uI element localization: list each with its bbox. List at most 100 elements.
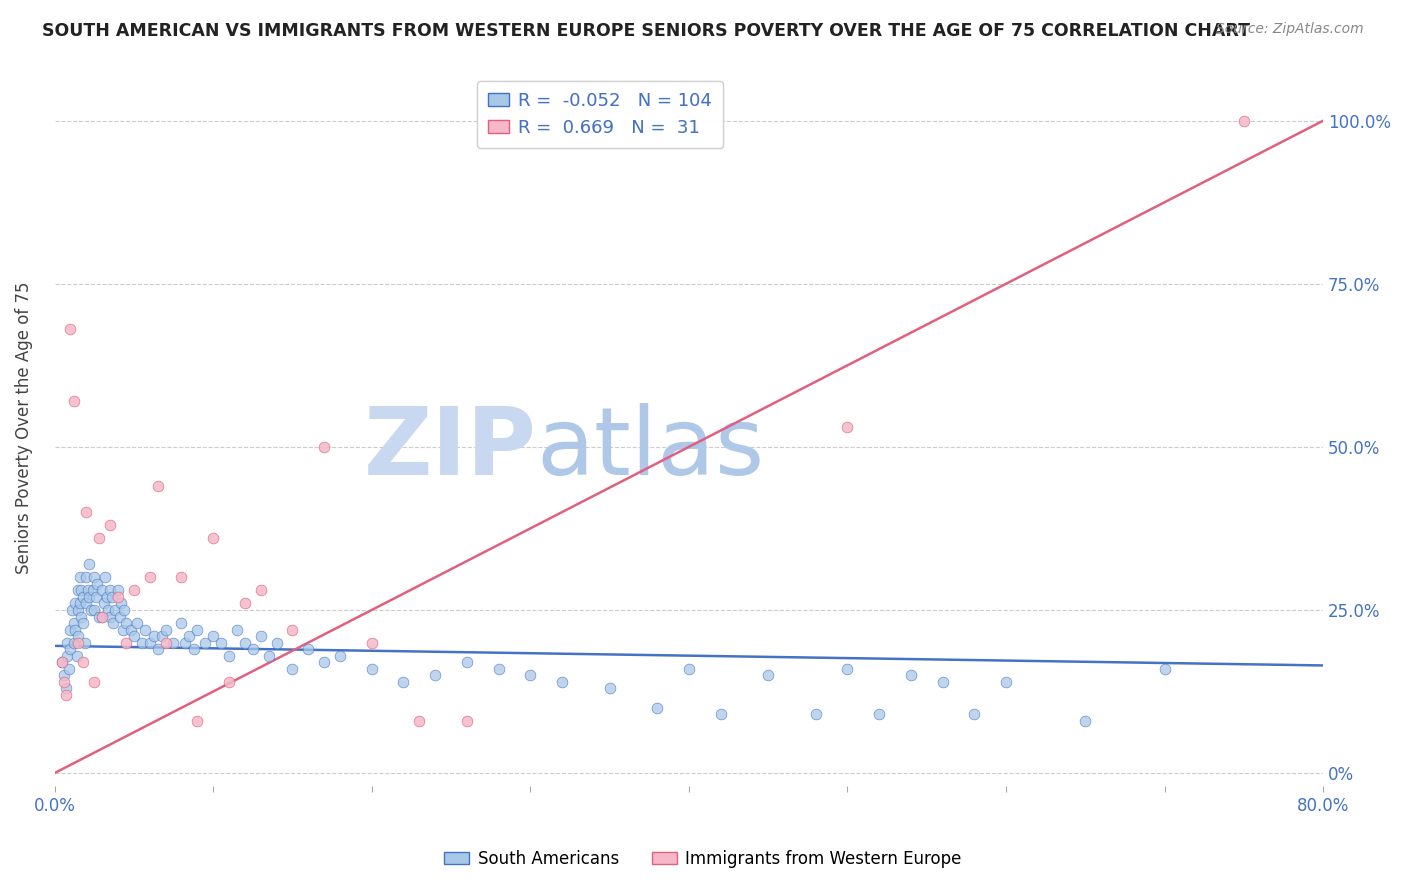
Point (1153, 662, 1175, 676)
Point (70, 609, 93, 624)
Point (72, 615, 94, 630)
Point (82, 583, 104, 598)
Point (257, 648, 280, 663)
Point (59, 623, 82, 637)
Point (173, 635, 195, 649)
Point (202, 629, 225, 643)
Point (162, 635, 184, 649)
Point (84, 590, 107, 604)
Point (551, 674, 574, 689)
Point (120, 623, 142, 637)
Point (131, 635, 153, 649)
Point (67, 583, 90, 598)
Point (107, 590, 129, 604)
Point (60, 603, 83, 617)
Point (1233, 113, 1256, 128)
Point (233, 597, 256, 611)
Point (456, 655, 478, 669)
Legend: R =  -0.052   N = 104, R =  0.669   N =  31: R = -0.052 N = 104, R = 0.669 N = 31 (477, 81, 723, 148)
Point (67, 603, 90, 617)
Point (202, 531, 225, 545)
Point (73, 635, 96, 649)
Point (408, 714, 430, 728)
Point (1074, 714, 1097, 728)
Point (186, 714, 208, 728)
Point (218, 648, 240, 663)
Point (67, 635, 90, 649)
Point (360, 662, 382, 676)
Point (51, 655, 73, 669)
Point (209, 635, 232, 649)
Point (94, 570, 117, 584)
Point (423, 668, 446, 682)
Point (122, 629, 145, 643)
Point (104, 603, 127, 617)
Point (963, 707, 986, 722)
Point (146, 479, 169, 493)
Point (281, 623, 304, 637)
Point (155, 623, 177, 637)
Point (53, 674, 76, 689)
Point (115, 615, 138, 630)
Point (83, 603, 105, 617)
Point (91, 609, 114, 624)
Point (150, 629, 173, 643)
Point (249, 583, 271, 598)
Point (599, 681, 621, 696)
Point (756, 668, 779, 682)
Point (115, 635, 138, 649)
Point (83, 570, 105, 584)
Point (107, 583, 129, 598)
Point (186, 623, 208, 637)
Text: atlas: atlas (537, 403, 765, 495)
Point (91, 609, 114, 624)
Point (183, 642, 205, 657)
Point (931, 674, 953, 689)
Point (51, 655, 73, 669)
Point (80, 603, 103, 617)
Point (91, 583, 114, 598)
Point (100, 590, 122, 604)
Point (868, 707, 890, 722)
Point (143, 629, 166, 643)
Point (70, 583, 93, 598)
Point (75, 597, 97, 611)
Point (360, 635, 382, 649)
Point (62, 615, 84, 630)
Point (98, 609, 121, 624)
Point (62, 394, 84, 409)
Point (103, 615, 125, 630)
Point (837, 420, 859, 434)
Point (97, 603, 120, 617)
Point (98, 518, 121, 533)
Point (645, 701, 668, 715)
Y-axis label: Seniors Poverty Over the Age of 75: Seniors Poverty Over the Age of 75 (15, 281, 32, 574)
Point (249, 629, 271, 643)
Point (314, 655, 336, 669)
Point (96, 590, 118, 604)
Point (83, 674, 105, 689)
Point (63, 597, 86, 611)
Point (837, 662, 859, 676)
Point (108, 609, 131, 624)
Point (281, 662, 304, 676)
Text: ZIP: ZIP (364, 403, 537, 495)
Point (62, 635, 84, 649)
Point (329, 648, 352, 663)
Point (155, 635, 177, 649)
Point (75, 505, 97, 519)
Point (93, 597, 115, 611)
Point (122, 583, 145, 598)
Point (59, 322, 82, 336)
Point (179, 629, 201, 643)
Point (110, 597, 132, 611)
Point (55, 681, 77, 696)
Point (392, 674, 415, 689)
Point (266, 635, 288, 649)
Point (69, 570, 91, 584)
Point (87, 531, 110, 545)
Text: Source: ZipAtlas.com: Source: ZipAtlas.com (1216, 22, 1364, 37)
Point (112, 603, 135, 617)
Point (170, 570, 193, 584)
Point (56, 635, 79, 649)
